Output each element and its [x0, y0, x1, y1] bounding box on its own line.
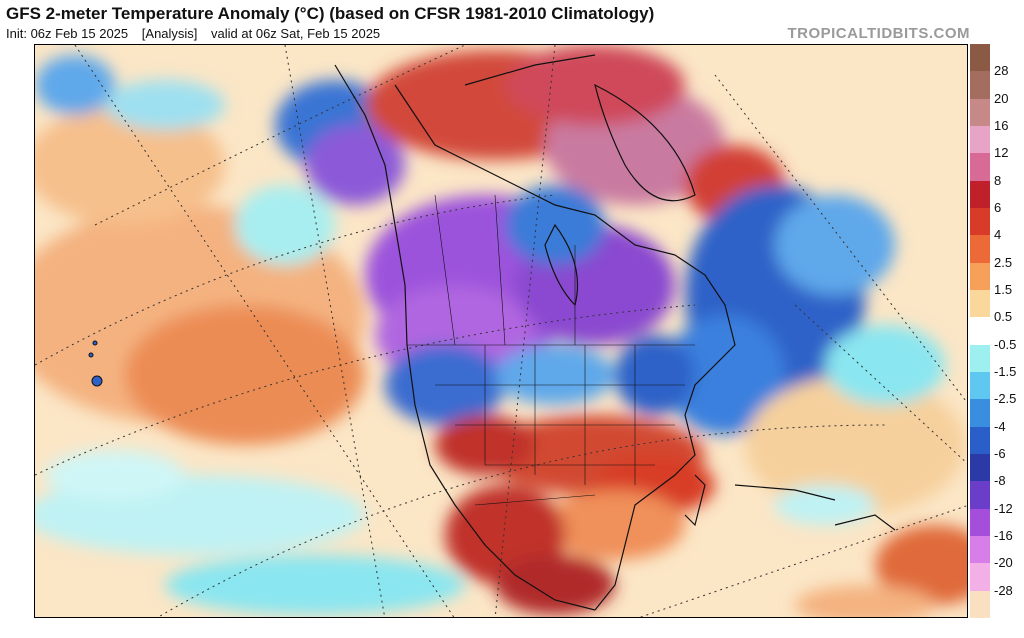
- colorbar-tick-label: 4: [994, 227, 1002, 243]
- map-canvas: [35, 45, 967, 617]
- colorbar-swatch: [970, 44, 990, 72]
- colorbar-tick-label: -6: [994, 446, 1006, 461]
- colorbar-swatch: [970, 180, 990, 209]
- colorbar-tick-label: -2.5: [994, 391, 1017, 407]
- colorbar-tick-label: 2.5: [994, 254, 1013, 270]
- brand-watermark: TROPICALTIDBITS.COM: [787, 25, 970, 42]
- colorbar-swatch: [970, 71, 990, 100]
- colorbar-swatch: [970, 126, 990, 154]
- colorbar-swatch: [970, 290, 990, 318]
- political-borders: [407, 194, 695, 506]
- hawaii-islands: [88, 340, 103, 387]
- colorbar-swatch: [970, 563, 990, 592]
- colorbar-swatch: [970, 426, 990, 455]
- init-time: Init: 06z Feb 15 2025: [6, 26, 129, 41]
- colorbar-tick-label: -12: [994, 500, 1013, 516]
- colorbar-tick-label: -0.5: [994, 336, 1017, 352]
- colorbar-swatch: [970, 208, 990, 236]
- colorbar-tick-label: 12: [994, 145, 1009, 161]
- colorbar-legend: 28 20 16 12 8 6 4 2.5 1.5 0.5 -0.5 -1.5 -2.5 -4 -6 -8 -1…: [970, 44, 1022, 619]
- colorbar-tick-label: -1.5: [994, 364, 1017, 379]
- colorbar-tick-label: -20: [994, 555, 1013, 571]
- coastlines: [334, 54, 896, 611]
- colorbar-tick-label: 16: [994, 118, 1009, 133]
- colorbar-tick-label: 20: [994, 90, 1009, 106]
- colorbar-tick-label: -8: [994, 473, 1006, 489]
- colorbar-swatch: [970, 344, 990, 373]
- temperature-anomaly-map: [34, 44, 968, 618]
- graticule-lines: [35, 45, 967, 617]
- colorbar-swatch: [970, 235, 990, 264]
- colorbar-swatch: [970, 454, 990, 482]
- analysis-tag: [Analysis]: [141, 26, 198, 41]
- colorbar-tick-label: -4: [994, 418, 1006, 434]
- valid-time: valid at 06z Sat, Feb 15 2025: [211, 26, 381, 41]
- colorbar-swatch: [970, 481, 990, 510]
- colorbar-swatch: [970, 262, 990, 291]
- colorbar-swatch: [970, 536, 990, 564]
- colorbar-swatch: [970, 508, 990, 537]
- colorbar-swatch: [970, 98, 990, 127]
- colorbar-swatch: [970, 317, 990, 346]
- colorbar-tick-label: 6: [994, 200, 1002, 215]
- colorbar-swatch: [970, 153, 990, 182]
- anomaly-field: [35, 45, 967, 617]
- colorbar-tick-label: 8: [994, 172, 1002, 188]
- map-subtitle: Init: 06z Feb 15 2025 [Analysis] valid a…: [6, 26, 390, 41]
- colorbar-tick-label: -16: [994, 528, 1013, 543]
- colorbar-swatch: [970, 399, 990, 428]
- colorbar-swatch: [970, 372, 990, 400]
- colorbar-swatch: [970, 590, 990, 619]
- colorbar-tick-label: 1.5: [994, 282, 1013, 297]
- colorbar-tick-label: 0.5: [994, 309, 1013, 325]
- colorbar-tick-label: 28: [994, 63, 1009, 79]
- colorbar-tick-label: -28: [994, 582, 1013, 598]
- map-title: GFS 2-meter Temperature Anomaly (°C) (ba…: [6, 4, 655, 23]
